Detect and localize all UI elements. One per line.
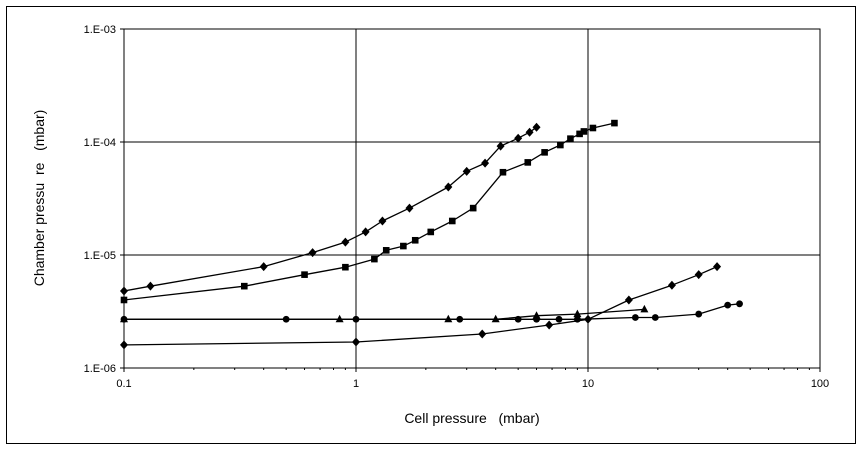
y-tick-label: 1.E-04	[84, 137, 116, 149]
square-marker	[611, 119, 618, 127]
square-marker	[576, 130, 583, 138]
series-line	[123, 266, 718, 346]
x-axis-ticks: 0.1 1 10 100	[116, 368, 829, 390]
circle-marker	[736, 300, 743, 308]
series-line	[123, 122, 615, 301]
diamond-marker	[713, 262, 722, 272]
diamond-marker	[667, 280, 676, 290]
square-marker	[342, 263, 349, 271]
circle-marker	[651, 314, 659, 321]
diamond-marker	[694, 270, 703, 280]
diamond-marker	[378, 216, 387, 226]
diamond-marker	[308, 248, 317, 258]
diamond-marker	[496, 141, 505, 151]
triangle-marker	[573, 309, 582, 318]
diamond-marker	[481, 158, 490, 168]
y-axis-title: Chamber pressu re (mbar)	[31, 110, 47, 287]
triangle-marker	[491, 314, 500, 323]
square-marker	[589, 124, 597, 132]
diamond-marker	[444, 182, 453, 192]
diamond-marker	[361, 227, 370, 237]
diamond-marker	[120, 340, 128, 350]
diamond-marker	[341, 237, 350, 247]
square-marker	[567, 135, 574, 142]
diamond-marker	[584, 314, 592, 324]
series-5	[120, 262, 722, 350]
y-tick-label: 1.E-03	[84, 24, 116, 36]
series-line	[124, 308, 645, 320]
series-group	[120, 119, 743, 350]
diamond-marker	[514, 133, 523, 143]
circle-marker	[555, 315, 563, 323]
square-marker	[427, 228, 435, 236]
circle-marker	[631, 314, 639, 321]
square-marker	[580, 128, 588, 135]
x-tick-label: 0.1	[116, 378, 131, 390]
square-marker	[448, 217, 456, 225]
square-marker	[120, 296, 128, 304]
series-4	[120, 304, 649, 323]
x-tick-label: 1	[353, 378, 359, 390]
x-axis-title: Cell pressure (mbar)	[404, 410, 539, 426]
triangle-marker	[640, 304, 649, 313]
diamond-marker	[120, 286, 128, 296]
grid	[123, 28, 821, 369]
square-marker	[524, 159, 532, 166]
diamond-marker	[352, 337, 360, 347]
square-marker	[469, 204, 477, 212]
circle-marker	[695, 310, 703, 318]
square-marker	[371, 255, 378, 263]
diamond-marker	[462, 166, 471, 176]
diamond-marker	[532, 122, 541, 132]
square-marker	[541, 149, 548, 156]
square-marker	[240, 282, 248, 290]
triangle-marker	[444, 314, 453, 323]
plot-area	[123, 28, 821, 369]
diamond-marker	[146, 281, 155, 291]
square-marker	[382, 247, 390, 254]
diamond-marker	[478, 329, 487, 339]
diamond-marker	[405, 203, 414, 213]
circle-marker	[724, 301, 732, 309]
triangle-marker	[335, 314, 344, 323]
square-marker	[400, 242, 407, 250]
square-marker	[301, 271, 308, 278]
series-1	[120, 122, 541, 296]
chamber-pressure-chart: 0.1 1 10 100 1.E-06 1.E-05 1.E-04 1.E-03 Cell …	[31, 24, 829, 426]
square-marker	[411, 236, 419, 244]
y-axis-ticks: 1.E-06 1.E-05 1.E-04 1.E-03	[84, 24, 124, 375]
x-tick-label: 10	[582, 378, 594, 390]
y-tick-label: 1.E-06	[84, 363, 116, 375]
diamond-marker	[624, 295, 633, 305]
diamond-marker	[525, 127, 534, 137]
series-2	[120, 119, 618, 304]
diamond-marker	[259, 262, 268, 272]
x-tick-label: 100	[811, 378, 829, 390]
y-tick-label: 1.E-05	[84, 250, 116, 262]
diamond-marker	[545, 320, 554, 330]
chart-frame: 0.1 1 10 100 1.E-06 1.E-05 1.E-04 1.E-03 Cell …	[6, 6, 856, 444]
triangle-marker	[120, 314, 128, 323]
triangle-marker	[532, 311, 541, 319]
square-marker	[557, 141, 564, 149]
square-marker	[499, 168, 507, 176]
